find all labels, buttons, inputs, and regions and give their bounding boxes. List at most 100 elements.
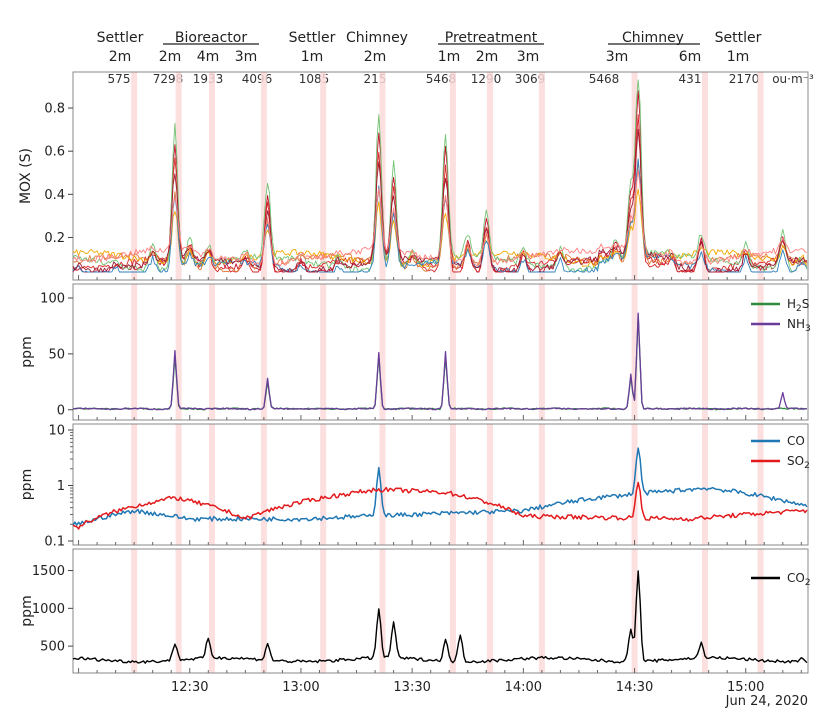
y-tick-label: 0.6 [44, 145, 65, 160]
measurement-band [131, 72, 138, 280]
site-label: Settler [97, 30, 144, 46]
measurement-band [260, 284, 267, 420]
panel-frame [72, 423, 809, 546]
y-tick-label: 0.8 [44, 102, 65, 117]
x-tick-label: 13:30 [393, 680, 430, 695]
measurement-band [538, 424, 545, 545]
distance-label: 1m [438, 49, 461, 65]
distance-label: 2m [364, 49, 387, 65]
y-tick-label: 500 [40, 640, 65, 655]
y-tick-label: 0.2 [44, 231, 65, 246]
panel-ppm_co2: 500 1000 1500 ppm CO2 [19, 548, 811, 674]
concentration-label: 575 [108, 72, 131, 86]
panel-frame [72, 283, 809, 421]
measurement-band [175, 72, 182, 280]
measurement-band [486, 284, 493, 420]
measurement-band [757, 284, 764, 420]
legend-label: CO [787, 434, 805, 448]
measurement-band [208, 72, 215, 280]
series-line-SO2 [72, 481, 808, 530]
measurement-band [757, 549, 764, 673]
y-axis-label: MOX (S) [18, 148, 34, 204]
concentration-label: 5468 [589, 72, 620, 86]
concentration-label: 5468 [426, 72, 457, 86]
panel-frame [72, 71, 809, 281]
measurement-band [175, 284, 182, 420]
site-label: Chimney [622, 30, 684, 46]
concentration-label: 1933 [193, 72, 224, 86]
distance-label: 3m [517, 49, 540, 65]
panel-frame [72, 548, 809, 674]
y-tick-label: 10 [48, 424, 65, 439]
concentration-unit: ou·m⁻³ [772, 72, 814, 86]
distance-label: 2m [476, 49, 499, 65]
y-tick-label: 100 [40, 292, 65, 307]
measurement-band [701, 549, 708, 673]
measurement-band [320, 549, 327, 673]
measurement-band [175, 424, 182, 545]
concentration-label: 3069 [515, 72, 546, 86]
measurement-band [631, 284, 638, 420]
legend-label: NH3 [787, 317, 811, 334]
legend-label: SO2 [787, 454, 810, 471]
measurement-bands [131, 72, 764, 673]
measurement-band [379, 284, 386, 420]
site-label: Bioreactor [175, 30, 247, 46]
measurement-band [208, 284, 215, 420]
panel-ppm_h2s_nh3: 0 50 100 ppm H2S NH3 [19, 283, 811, 421]
concentration-label: 1290 [471, 72, 502, 86]
y-axis-label: ppm [19, 336, 35, 367]
measurement-band [320, 424, 327, 545]
measurement-band [449, 284, 456, 420]
site-label: Settler [289, 30, 336, 46]
panel-ppm_co_so2: 0.1 1 10 ppm CO SO2 [19, 423, 810, 550]
y-tick-label: 0.4 [44, 188, 65, 203]
legend-label: CO2 [787, 571, 811, 588]
distance-label: 1m [727, 49, 750, 65]
measurement-band [379, 424, 386, 545]
measurement-band [538, 284, 545, 420]
series-line-CO2 [72, 570, 808, 664]
measurement-band [701, 72, 708, 280]
measurement-band [131, 424, 138, 545]
measurement-band [701, 284, 708, 420]
mox-series-line [72, 169, 808, 267]
x-tick-label: 12:30 [171, 680, 208, 695]
y-axis-label: ppm [19, 595, 35, 626]
series-line-H2S [72, 314, 807, 411]
y-tick-label: 1 [57, 479, 65, 494]
y-axis-label: ppm [19, 469, 35, 500]
x-tick-label: 14:30 [616, 680, 653, 695]
y-tick-label: 1000 [32, 602, 65, 617]
measurement-band [449, 72, 456, 280]
distance-label: 3m [606, 49, 629, 65]
measurement-band [175, 549, 182, 673]
x-tick-label: 15:00 [727, 680, 764, 695]
measurement-band [379, 72, 386, 280]
concentration-label: 2170 [729, 72, 760, 86]
measurement-band [538, 72, 545, 280]
concentration-label: 4096 [242, 72, 273, 86]
measurement-band [131, 284, 138, 420]
measurement-band [379, 549, 386, 673]
y-tick-label: 1500 [32, 564, 65, 579]
distance-label: 1m [301, 49, 324, 65]
measurement-band [131, 549, 138, 673]
x-tick-label: 13:00 [282, 680, 319, 695]
measurement-band [320, 72, 327, 280]
measurement-band [208, 549, 215, 673]
measurement-band [486, 424, 493, 545]
measurement-band [260, 424, 267, 545]
measurement-band [208, 424, 215, 545]
x-tick-label: 14:00 [505, 680, 542, 695]
series-line-NH3 [72, 312, 808, 411]
measurement-band [260, 72, 267, 280]
measurement-band [449, 424, 456, 545]
legend-label: H2S [787, 297, 809, 314]
measurement-band [631, 549, 638, 673]
site-label: Settler [715, 30, 762, 46]
measurement-band [486, 72, 493, 280]
distance-label: 4m [197, 49, 220, 65]
